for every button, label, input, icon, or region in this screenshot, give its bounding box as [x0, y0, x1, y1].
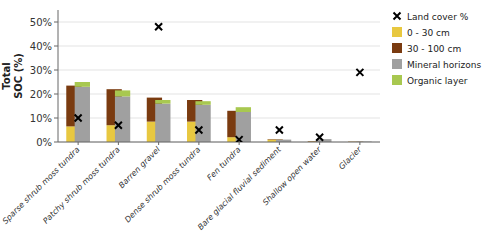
land-cover-marker — [276, 127, 283, 134]
x-tick-label: Sparse shrub moss tundra — [1, 145, 82, 226]
y-label-line: Total — [1, 62, 12, 89]
y-tick — [54, 22, 58, 23]
legend-swatch — [392, 75, 402, 85]
bar — [75, 82, 90, 87]
bar — [195, 105, 210, 142]
y-tick-label: 50% — [30, 17, 52, 28]
bar — [155, 100, 170, 104]
y-tick — [54, 142, 58, 143]
y-tick-label: 20% — [30, 89, 52, 100]
bar — [75, 87, 90, 142]
grid-line — [58, 46, 380, 47]
legend-swatch — [392, 43, 402, 53]
x-tick — [279, 142, 280, 145]
bar — [236, 107, 251, 112]
x-tick-label: Glacier — [337, 145, 364, 172]
x-tick — [239, 142, 240, 145]
bar — [115, 90, 130, 96]
y-tick — [54, 46, 58, 47]
x-tick-label: Bare glacial fluvial sediment — [196, 144, 283, 231]
land-cover-marker — [195, 127, 202, 134]
grid-line — [58, 142, 380, 143]
grid-line — [58, 94, 380, 95]
x-tick — [78, 142, 79, 145]
y-tick — [54, 118, 58, 119]
land-cover-marker — [236, 136, 243, 142]
legend: Land cover % 0 - 30 cm 30 - 100 cm Mineral … — [392, 12, 481, 86]
grid — [58, 22, 380, 142]
x-tick — [359, 142, 360, 145]
legend-marker — [394, 13, 401, 20]
land-cover-marker — [115, 122, 122, 129]
y-tick — [54, 70, 58, 71]
y-tick-label: 30% — [30, 65, 52, 76]
y-tick-label: 10% — [30, 113, 52, 124]
legend-label: Land cover % — [407, 12, 469, 22]
land-cover-marker — [356, 69, 363, 76]
grid-line — [58, 22, 380, 23]
land-cover-marker — [75, 115, 82, 122]
grid-line — [58, 118, 380, 119]
bars — [66, 82, 371, 142]
x-tick-label: Dense shrub moss tundra — [123, 145, 202, 224]
x-axis — [58, 142, 380, 143]
grid-line — [58, 70, 380, 71]
legend-label: Mineral horizons — [407, 60, 481, 70]
bar — [155, 104, 170, 142]
y-label: TotalSOC (%) — [1, 53, 24, 99]
y-axis — [58, 10, 59, 142]
x-tick — [319, 142, 320, 145]
x-tick — [118, 142, 119, 145]
legend-label: 30 - 100 cm — [407, 44, 461, 54]
x-tick-label: Barren gravel — [117, 145, 163, 191]
land-cover-marker — [316, 134, 323, 141]
land-cover-marker — [155, 23, 162, 30]
y-tick — [54, 94, 58, 95]
y-tick-label: 0% — [36, 137, 52, 148]
y-label-line: SOC (%) — [13, 53, 24, 99]
bar — [195, 101, 210, 105]
x-tick — [198, 142, 199, 145]
legend-label: 0 - 30 cm — [407, 28, 450, 38]
y-tick-label: 40% — [30, 41, 52, 52]
bar — [115, 96, 130, 142]
bar — [276, 139, 291, 140]
legend-swatch — [392, 59, 402, 69]
x-tick-label: Shallow open water — [261, 145, 324, 208]
x-tick-label: Fen tundra — [205, 145, 242, 182]
legend-swatch — [392, 27, 402, 37]
x-tick-label: Patchy shrub moss tundra — [41, 145, 122, 226]
markers — [75, 23, 364, 142]
legend-label: Organic layer — [407, 76, 468, 86]
x-tick — [158, 142, 159, 145]
chart: 0% 10% 20% 30% 40% 50% Sparse shrub moss tundr… — [0, 0, 500, 247]
